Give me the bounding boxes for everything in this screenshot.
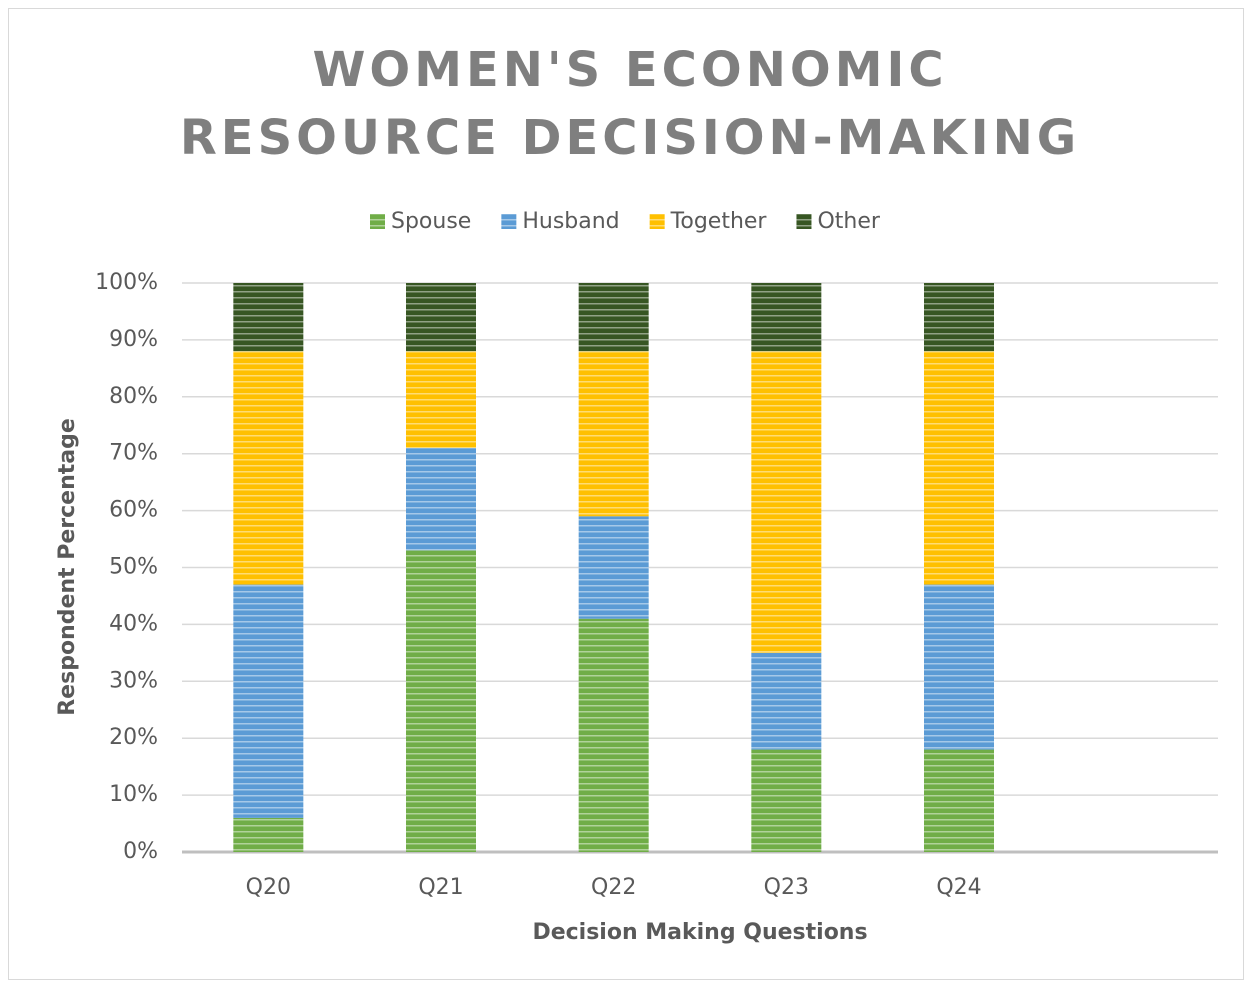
y-tick-label: 80% xyxy=(109,384,158,409)
bar-segment xyxy=(233,351,304,585)
bar-segment xyxy=(924,351,994,585)
bar-segment xyxy=(924,584,994,750)
bar-segment xyxy=(751,749,822,852)
bar-segment xyxy=(751,652,822,750)
legend-swatch xyxy=(370,214,385,229)
bar-segment xyxy=(406,351,476,449)
bar-segment xyxy=(233,584,304,818)
y-tick-label: 60% xyxy=(109,498,158,523)
bar-segment xyxy=(578,618,649,852)
legend-label: Husband xyxy=(522,209,619,234)
bar-segment xyxy=(578,283,649,352)
y-tick-label: 40% xyxy=(109,611,158,636)
y-tick-label: 30% xyxy=(109,668,158,693)
bar-segment xyxy=(924,749,994,852)
y-tick-label: 70% xyxy=(109,441,158,466)
chart-title: WOMEN'S ECONOMIC RESOURCE DECISION-MAKIN… xyxy=(179,42,1081,166)
bar-segment xyxy=(751,351,822,653)
bar-segment xyxy=(406,448,476,551)
y-tick-label: 100% xyxy=(95,270,158,295)
y-tick-label: 20% xyxy=(109,725,158,750)
bar-segment xyxy=(233,817,304,852)
x-tick-label: Q23 xyxy=(764,875,809,900)
bar-segment xyxy=(406,283,476,352)
bar-segment xyxy=(578,516,649,619)
x-tick-label: Q22 xyxy=(591,875,636,900)
x-tick-label: Q24 xyxy=(936,875,981,900)
y-axis-label: Respondent Percentage xyxy=(55,418,80,716)
y-tick-label: 50% xyxy=(109,555,158,580)
x-tick-label: Q20 xyxy=(246,875,291,900)
legend-label: Other xyxy=(817,209,880,234)
y-tick-label: 0% xyxy=(123,839,158,864)
bar-segment xyxy=(751,283,822,352)
legend-swatch xyxy=(501,214,517,229)
legend-swatch xyxy=(649,214,665,229)
legend-swatch xyxy=(796,214,812,229)
x-axis-label: Decision Making Questions xyxy=(532,920,867,945)
bar-segment xyxy=(233,283,304,352)
y-tick-label: 10% xyxy=(109,782,158,807)
bar-segment xyxy=(924,283,994,352)
legend-label: Spouse xyxy=(391,209,471,234)
chart-frame xyxy=(8,8,1244,980)
y-tick-label: 90% xyxy=(109,327,158,352)
bar-segment xyxy=(406,550,476,852)
legend-label: Together xyxy=(670,209,768,234)
bar-segment xyxy=(578,351,649,517)
x-tick-label: Q21 xyxy=(418,875,463,900)
